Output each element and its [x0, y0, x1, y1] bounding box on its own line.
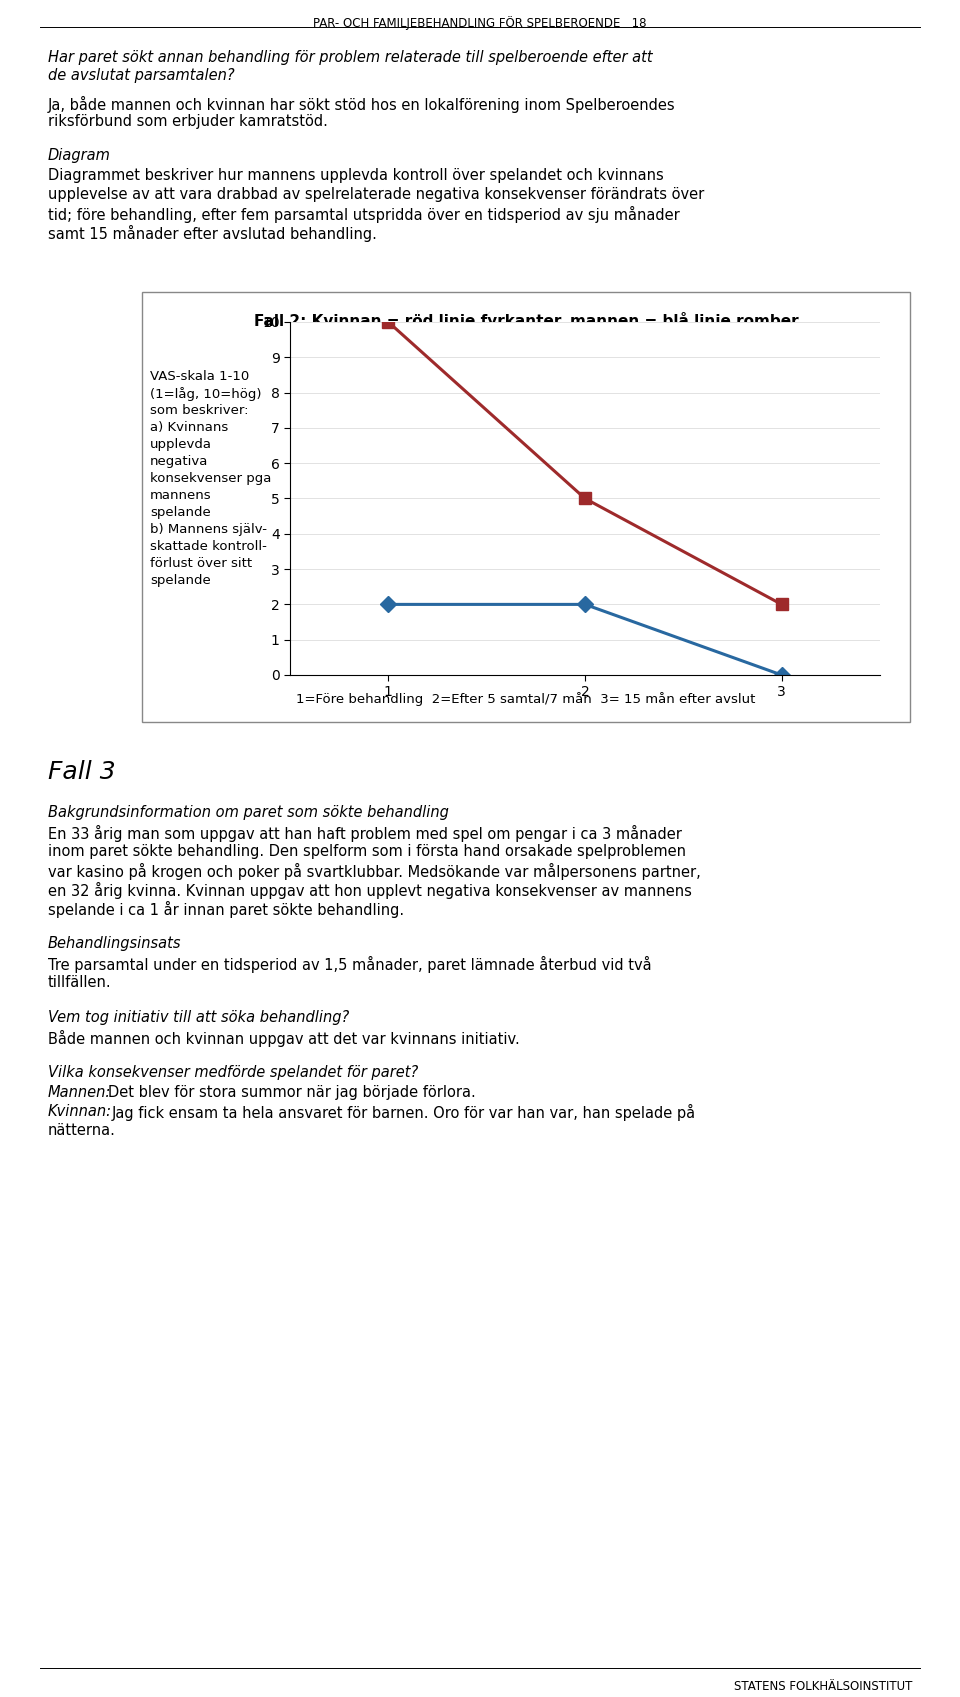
Text: Både mannen och kvinnan uppgav att det var kvinnans initiativ.: Både mannen och kvinnan uppgav att det v…: [48, 1030, 519, 1047]
Text: var kasino på krogen och poker på svartklubbar. Medsökande var målpersonens part: var kasino på krogen och poker på svartk…: [48, 864, 701, 881]
Text: a) Kvinnans: a) Kvinnans: [150, 421, 228, 434]
Text: Kvinnan:: Kvinnan:: [48, 1105, 112, 1118]
Text: spelande: spelande: [150, 574, 211, 587]
Text: skattade kontroll-: skattade kontroll-: [150, 540, 267, 553]
Text: mannens: mannens: [150, 489, 211, 502]
Text: riksförbund som erbjuder kamratstöd.: riksförbund som erbjuder kamratstöd.: [48, 114, 328, 129]
Text: Det blev för stora summor när jag började förlora.: Det blev för stora summor när jag börjad…: [108, 1084, 476, 1100]
Text: Diagram: Diagram: [48, 148, 110, 163]
Bar: [142, 292, 910, 721]
Text: upplevda: upplevda: [150, 438, 212, 451]
Text: tillfällen.: tillfällen.: [48, 976, 111, 989]
Text: konsekvenser pga: konsekvenser pga: [150, 472, 272, 485]
Text: Fall 3: Fall 3: [48, 760, 115, 784]
Text: b) Mannens själv-: b) Mannens själv-: [150, 523, 267, 536]
Text: Vilka konsekvenser medförde spelandet för paret?: Vilka konsekvenser medförde spelandet fö…: [48, 1066, 419, 1079]
Text: de avslutat parsamtalen?: de avslutat parsamtalen?: [48, 68, 234, 83]
Text: spelande: spelande: [150, 506, 211, 519]
Text: Vem tog initiativ till att söka behandling?: Vem tog initiativ till att söka behandli…: [48, 1010, 349, 1025]
Text: Mannen:: Mannen:: [48, 1084, 111, 1100]
Text: samt 15 månader efter avslutad behandling.: samt 15 månader efter avslutad behandlin…: [48, 226, 377, 243]
Text: Fall 2: Kvinnan = röd linje fyrkanter, mannen = blå linje romber: Fall 2: Kvinnan = röd linje fyrkanter, m…: [253, 312, 799, 329]
Text: nätterna.: nätterna.: [48, 1123, 116, 1139]
Text: Har paret sökt annan behandling för problem relaterade till spelberoende efter a: Har paret sökt annan behandling för prob…: [48, 49, 653, 64]
Text: Bakgrundsinformation om paret som sökte behandling: Bakgrundsinformation om paret som sökte …: [48, 804, 449, 820]
Text: 1=Före behandling  2=Efter 5 samtal/7 mån  3= 15 mån efter avslut: 1=Före behandling 2=Efter 5 samtal/7 mån…: [297, 692, 756, 706]
Text: (1=låg, 10=hög): (1=låg, 10=hög): [150, 387, 261, 400]
Text: förlust över sitt: förlust över sitt: [150, 557, 252, 570]
Text: negativa: negativa: [150, 455, 208, 468]
Text: Jag fick ensam ta hela ansvaret för barnen. Oro för var han var, han spelade på: Jag fick ensam ta hela ansvaret för barn…: [112, 1105, 696, 1122]
Text: spelande i ca 1 år innan paret sökte behandling.: spelande i ca 1 år innan paret sökte beh…: [48, 901, 404, 918]
Text: Ja, både mannen och kvinnan har sökt stöd hos en lokalförening inom Spelberoende: Ja, både mannen och kvinnan har sökt stö…: [48, 97, 676, 114]
Text: en 32 årig kvinna. Kvinnan uppgav att hon upplevt negativa konsekvenser av manne: en 32 årig kvinna. Kvinnan uppgav att ho…: [48, 882, 692, 899]
Text: som beskriver:: som beskriver:: [150, 404, 249, 417]
Text: Diagrammet beskriver hur mannens upplevda kontroll över spelandet och kvinnans: Diagrammet beskriver hur mannens upplevd…: [48, 168, 663, 183]
Text: Tre parsamtal under en tidsperiod av 1,5 månader, paret lämnade återbud vid två: Tre parsamtal under en tidsperiod av 1,5…: [48, 955, 652, 972]
Text: En 33 årig man som uppgav att han haft problem med spel om pengar i ca 3 månader: En 33 årig man som uppgav att han haft p…: [48, 825, 682, 842]
Text: Behandlingsinsats: Behandlingsinsats: [48, 937, 181, 950]
Text: VAS-skala 1-10: VAS-skala 1-10: [150, 370, 250, 384]
Text: upplevelse av att vara drabbad av spelrelaterade negativa konsekvenser förändrat: upplevelse av att vara drabbad av spelre…: [48, 187, 705, 202]
Text: tid; före behandling, efter fem parsamtal utspridda över en tidsperiod av sju må: tid; före behandling, efter fem parsamta…: [48, 205, 680, 222]
Text: PAR- OCH FAMILJEBEHANDLING FÖR SPELBEROENDE   18: PAR- OCH FAMILJEBEHANDLING FÖR SPELBEROE…: [313, 15, 647, 31]
Text: STATENS FOLKHÄLSOINSTITUT: STATENS FOLKHÄLSOINSTITUT: [733, 1680, 912, 1694]
Text: inom paret sökte behandling. Den spelform som i första hand orsakade spelproblem: inom paret sökte behandling. Den spelfor…: [48, 843, 686, 859]
